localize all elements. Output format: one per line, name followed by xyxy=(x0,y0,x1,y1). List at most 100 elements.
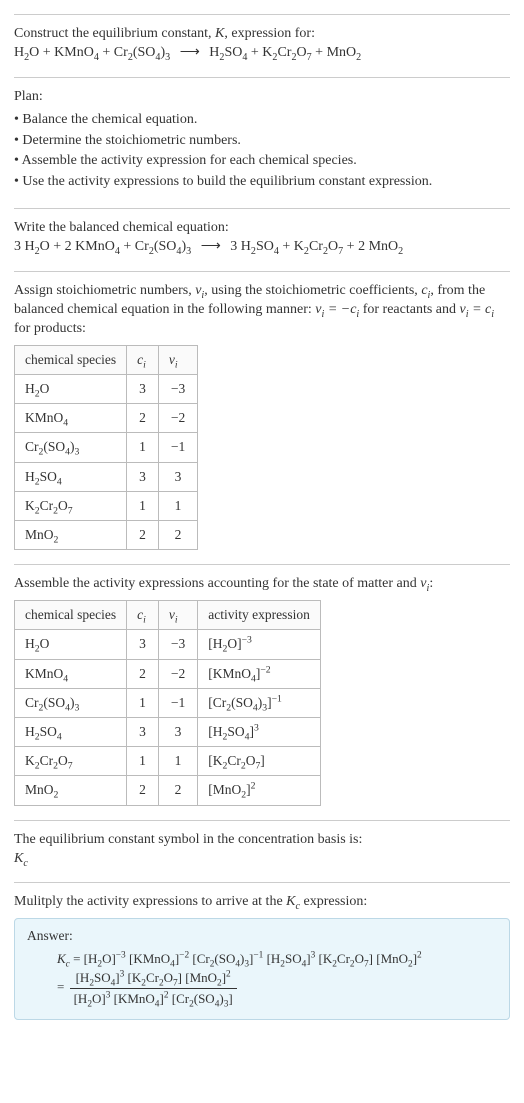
table-row: KMnO42−2 xyxy=(15,404,198,433)
cell-vi: 1 xyxy=(158,747,197,776)
cell-vi: 3 xyxy=(158,717,197,746)
plan-section: Plan: • Balance the chemical equation. •… xyxy=(14,77,510,204)
text: : xyxy=(429,576,433,591)
cell-activity: [H2SO4]3 xyxy=(198,717,321,746)
cell-ci: 2 xyxy=(127,521,159,550)
denominator: [H2O]3 [KMnO4]2 [Cr2(SO4)3] xyxy=(70,989,237,1008)
cell-species: MnO2 xyxy=(15,776,127,805)
cell-ci: 3 xyxy=(127,717,159,746)
th-species: chemical species xyxy=(15,601,127,630)
equation-balanced: 3 H2O + 2 KMnO4 + Cr2(SO4)3 ⟶ 3 H2SO4 + … xyxy=(14,238,510,257)
stoich-section: Assign stoichiometric numbers, νi, using… xyxy=(14,271,510,560)
table-row: MnO222 xyxy=(15,521,198,550)
activity-text: Assemble the activity expressions accoun… xyxy=(14,575,510,594)
cell-ci: 3 xyxy=(127,374,159,403)
cell-species: H2O xyxy=(15,374,127,403)
plan-item: • Use the activity expressions to build … xyxy=(14,173,510,192)
cell-ci: 1 xyxy=(127,688,159,717)
plan-item: • Assemble the activity expression for e… xyxy=(14,152,510,171)
cell-species: MnO2 xyxy=(15,521,127,550)
lhs: H2O + KMnO4 + Cr2(SO4)3 xyxy=(14,45,170,60)
cell-species: Cr2(SO4)3 xyxy=(15,688,127,717)
cell-vi: −1 xyxy=(158,433,197,462)
table-row: MnO222[MnO2]2 xyxy=(15,776,321,805)
cell-species: Cr2(SO4)3 xyxy=(15,433,127,462)
text: Assign stoichiometric numbers, xyxy=(14,283,195,298)
activity-table: chemical species ci νi activity expressi… xyxy=(14,600,321,806)
kc-symbol: Kc xyxy=(14,850,510,869)
cell-vi: −2 xyxy=(158,659,197,688)
symbol-text: The equilibrium constant symbol in the c… xyxy=(14,831,510,850)
table-row: KMnO42−2[KMnO4]−2 xyxy=(15,659,321,688)
rhs: 3 H2SO4 + K2Cr2O7 + 2 MnO2 xyxy=(230,239,403,254)
nu-i: νi xyxy=(195,283,204,298)
answer-label: Answer: xyxy=(27,927,497,945)
cell-ci: 2 xyxy=(127,776,159,805)
table-row: H2O3−3 xyxy=(15,374,198,403)
fraction: [H2SO4]3 [K2Cr2O7] [MnO2]2 [H2O]3 [KMnO4… xyxy=(70,969,237,1007)
cell-vi: −1 xyxy=(158,688,197,717)
lhs: 3 H2O + 2 KMnO4 + Cr2(SO4)3 xyxy=(14,239,191,254)
cell-vi: −3 xyxy=(158,630,197,659)
eq-neg: νi = −ci xyxy=(315,302,359,317)
balanced-title: Write the balanced chemical equation: xyxy=(14,219,510,238)
table-header-row: chemical species ci νi activity expressi… xyxy=(15,601,321,630)
cell-activity: [H2O]−3 xyxy=(198,630,321,659)
cell-ci: 3 xyxy=(127,630,159,659)
plan-item: • Balance the chemical equation. xyxy=(14,111,510,130)
expression: Kc = [H2O]−3 [KMnO4]−2 [Cr2(SO4)3]−1 [H2… xyxy=(57,951,422,966)
cell-vi: 2 xyxy=(158,521,197,550)
cell-vi: 1 xyxy=(158,491,197,520)
activity-section: Assemble the activity expressions accoun… xyxy=(14,564,510,815)
answer-fraction: = [H2SO4]3 [K2Cr2O7] [MnO2]2 [H2O]3 [KMn… xyxy=(57,969,497,1007)
cell-species: KMnO4 xyxy=(15,404,127,433)
cell-species: H2O xyxy=(15,630,127,659)
kc: Kc xyxy=(286,894,300,909)
answer-line1: Kc = [H2O]−3 [KMnO4]−2 [Cr2(SO4)3]−1 [H2… xyxy=(57,950,497,968)
c-i: ci xyxy=(421,283,430,298)
intro-line: Construct the equilibrium constant, K, e… xyxy=(14,25,510,44)
arrow-icon: ⟶ xyxy=(180,44,200,63)
text: for products: xyxy=(14,321,86,336)
th-ci: ci xyxy=(127,601,159,630)
table-header-row: chemical species ci νi xyxy=(15,345,198,374)
cell-species: H2SO4 xyxy=(15,717,127,746)
symbol-section: The equilibrium constant symbol in the c… xyxy=(14,820,510,879)
table-row: K2Cr2O711[K2Cr2O7] xyxy=(15,747,321,776)
text: Construct the equilibrium constant, xyxy=(14,26,215,41)
cell-ci: 2 xyxy=(127,659,159,688)
table-body: H2O3−3KMnO42−2Cr2(SO4)31−1H2SO433K2Cr2O7… xyxy=(15,374,198,549)
cell-species: K2Cr2O7 xyxy=(15,491,127,520)
plan-list: • Balance the chemical equation. • Deter… xyxy=(14,111,510,193)
cell-species: KMnO4 xyxy=(15,659,127,688)
table-row: Cr2(SO4)31−1[Cr2(SO4)3]−1 xyxy=(15,688,321,717)
numerator: [H2SO4]3 [K2Cr2O7] [MnO2]2 xyxy=(70,969,237,989)
multiply-section: Mulitply the activity expressions to arr… xyxy=(14,882,510,1030)
cell-vi: 3 xyxy=(158,462,197,491)
cell-activity: [MnO2]2 xyxy=(198,776,321,805)
text: , expression for: xyxy=(224,26,315,41)
equation-unbalanced: H2O + KMnO4 + Cr2(SO4)3 ⟶ H2SO4 + K2Cr2O… xyxy=(14,44,510,63)
table-row: H2O3−3[H2O]−3 xyxy=(15,630,321,659)
cell-vi: −3 xyxy=(158,374,197,403)
cell-ci: 1 xyxy=(127,491,159,520)
text: Mulitply the activity expressions to arr… xyxy=(14,894,286,909)
th-ci: ci xyxy=(127,345,159,374)
stoich-text: Assign stoichiometric numbers, νi, using… xyxy=(14,282,510,339)
multiply-text: Mulitply the activity expressions to arr… xyxy=(14,893,510,912)
text: expression: xyxy=(300,894,367,909)
table-row: Cr2(SO4)31−1 xyxy=(15,433,198,462)
arrow-icon: ⟶ xyxy=(201,238,221,257)
cell-activity: [KMnO4]−2 xyxy=(198,659,321,688)
cell-vi: −2 xyxy=(158,404,197,433)
cell-ci: 1 xyxy=(127,747,159,776)
rhs: H2SO4 + K2Cr2O7 + MnO2 xyxy=(209,45,361,60)
table-body: H2O3−3[H2O]−3KMnO42−2[KMnO4]−2Cr2(SO4)31… xyxy=(15,630,321,805)
eq-pos: νi = ci xyxy=(460,302,495,317)
cell-activity: [Cr2(SO4)3]−1 xyxy=(198,688,321,717)
th-vi: νi xyxy=(158,345,197,374)
plan-title: Plan: xyxy=(14,88,510,107)
stoich-table: chemical species ci νi H2O3−3KMnO42−2Cr2… xyxy=(14,345,198,551)
text: for reactants and xyxy=(359,302,459,317)
nu-i: νi xyxy=(420,576,429,591)
